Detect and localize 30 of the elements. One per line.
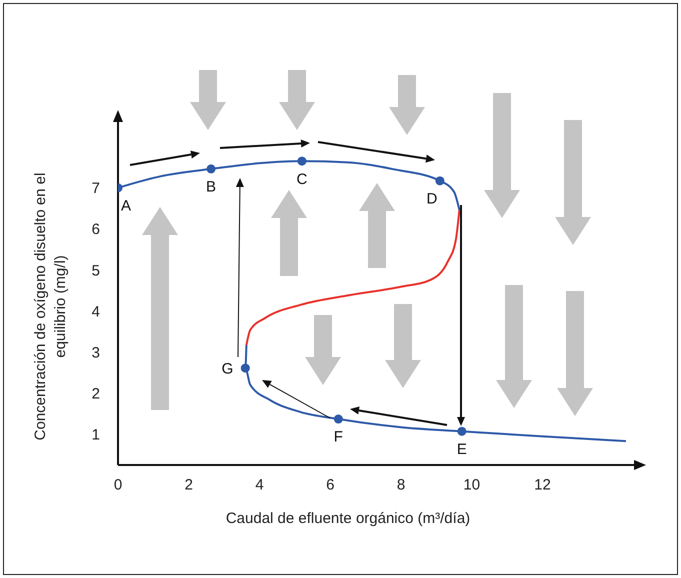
y-tick-label: 6 [92,221,100,238]
x-tick-label: 6 [326,476,334,494]
x-tick-label: 0 [114,476,122,494]
annotation: F [334,428,343,446]
point [435,176,444,186]
annotation: C [296,170,308,188]
point [457,426,466,436]
x-tick-label: 12 [534,476,551,494]
y-tick-label: 1 [92,426,100,444]
annotation: G [222,360,234,378]
y-tick-label: 7 [92,180,100,198]
annotation: E [456,440,467,458]
y-tick-label: 5 [92,262,100,280]
y-tick-label: 4 [92,303,100,320]
y-tick-label: 2 [92,385,100,402]
y-axis-title: Concentración de oxígeno disuelto en el equilibrio (mg/l) [32,172,69,440]
x-tick-label: 8 [396,476,406,494]
point [206,164,216,174]
x-tick-label: 2 [184,476,193,494]
annotation: A [120,197,132,214]
x-tick-label: 10 [463,476,480,494]
point [334,414,343,424]
line-series [245,208,460,346]
x-axis-title: Caudal de efluente orgánico (m³/día) [226,510,470,527]
annotation: D [426,190,438,208]
point [240,364,250,373]
x-tick-label: 4 [255,476,264,494]
point [297,156,306,166]
annotation: B [206,178,216,196]
y-tick-label: 3 [92,344,100,362]
